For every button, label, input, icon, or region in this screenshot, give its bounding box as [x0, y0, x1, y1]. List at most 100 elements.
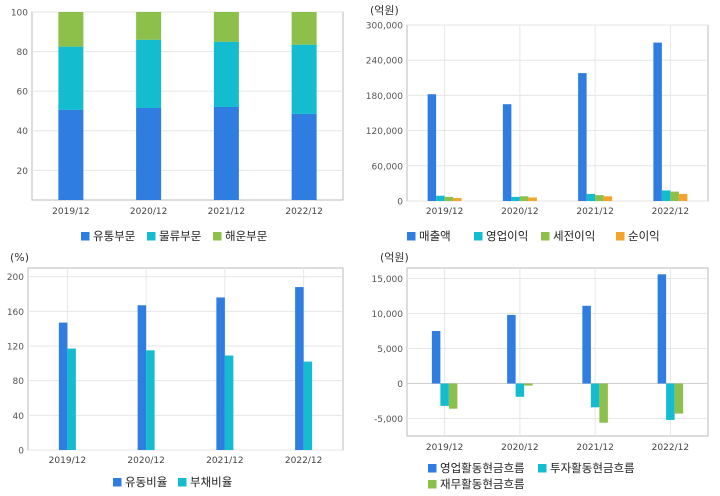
chart-1-bar-유통부문 — [136, 107, 162, 200]
chart-3-xtick-label: 2020/12 — [127, 456, 164, 466]
chart-4-xtick-label: 2021/12 — [576, 443, 613, 453]
chart-2-unit-label: (억원) — [370, 4, 399, 17]
chart-2-xtick-label: 2020/12 — [501, 207, 538, 217]
chart-2-legend-swatch — [541, 232, 550, 241]
chart-2-bar-영업이익 — [436, 195, 445, 201]
chart-4-ytick-label: -5,000 — [374, 415, 403, 425]
chart-2-legend-swatch — [616, 232, 625, 241]
chart-2-xtick-label: 2019/12 — [426, 207, 463, 217]
chart-3-xtick-label: 2021/12 — [206, 456, 243, 466]
chart-4-legend-label: 투자활동현금흐름 — [550, 461, 635, 475]
chart-4-xtick-label: 2019/12 — [426, 443, 463, 453]
chart-2-bar-순이익 — [453, 198, 462, 201]
chart-2: (억원) 0 60,000 120,000 180,000 240,000 300,000… — [366, 4, 709, 243]
chart-1-ytick-label: 80 — [17, 48, 29, 58]
chart-2-bar-세전이익 — [595, 195, 604, 201]
chart-2-bar-영업이익 — [511, 196, 520, 201]
chart-1-ytick-label: 60 — [17, 88, 29, 98]
chart-2-legend-swatch — [474, 232, 483, 241]
chart-3-bar-유동비율 — [216, 297, 225, 450]
chart-2-bar-세전이익 — [444, 196, 454, 201]
chart-2-ytick-label: 300,000 — [366, 22, 403, 32]
chart-2-bar-매출액 — [502, 104, 512, 201]
chart-3-ytick-label: 0 — [18, 447, 24, 457]
chart-2-legend-label: 순이익 — [628, 229, 660, 243]
chart-3-legend-swatch — [178, 478, 187, 487]
chart-3-ytick-label: 160 — [7, 308, 24, 318]
chart-1-xtick-label: 2021/12 — [208, 207, 245, 217]
chart-2-legend-label: 세전이익 — [553, 229, 595, 243]
chart-1-legend-swatch — [147, 232, 156, 241]
chart-2-bar-매출액 — [653, 42, 662, 201]
chart-3-plot: 0 40 80 120 160 200 2019/12 2020/12 2021/12 2022/… — [7, 267, 344, 466]
chart-4-bar-영업활동현금흐름 — [431, 331, 441, 384]
chart-4-legend-label: 영업활동현금흐름 — [440, 461, 525, 475]
chart-1-ytick-label: 20 — [17, 167, 29, 177]
chart-3-bar-유동비율 — [58, 322, 68, 450]
chart-3-bar-부채비율 — [146, 350, 155, 450]
chart-3-bar-유동비율 — [137, 305, 147, 450]
chart-4-bar-영업활동현금흐름 — [507, 314, 516, 384]
chart-4-xtick-label: 2020/12 — [501, 443, 538, 453]
chart-4-bar-영업활동현금흐름 — [582, 305, 591, 384]
chart-2-legend: 매출액 영업이익 세전이익 순이익 — [407, 229, 660, 243]
chart-4-ytick-label: 10,000 — [372, 310, 404, 320]
chart-4: (억원) -5,000 0 5,000 10,000 15,000 2019/12 2020… — [372, 251, 709, 491]
chart-3-bar-유동비율 — [295, 287, 304, 450]
chart-3-legend-label: 부채비율 — [190, 475, 232, 489]
chart-1-bar-유통부문 — [213, 106, 239, 200]
chart-4-bar-투자활동현금흐름 — [440, 383, 449, 406]
chart-1-bar-유통부문 — [58, 109, 84, 200]
chart-1-bar-유통부문 — [291, 113, 317, 200]
chart-2-bar-매출액 — [427, 94, 437, 201]
chart-4-bar-재무활동현금흐름 — [524, 383, 533, 386]
chart-3-bar-부채비율 — [224, 355, 234, 450]
chart-1-legend: 유통부문 물류부문 해운부문 — [81, 229, 267, 243]
chart-4-bar-재무활동현금흐름 — [599, 383, 608, 423]
chart-3-legend-label: 유동비율 — [125, 475, 167, 489]
chart-4-legend-swatch — [538, 464, 547, 473]
chart-3-ytick-label: 40 — [13, 412, 25, 422]
chart-2-legend-swatch — [407, 232, 416, 241]
chart-2-ytick-label: 60,000 — [372, 162, 404, 172]
chart-4-ytick-label: 0 — [397, 380, 403, 390]
chart-2-xtick-label: 2021/12 — [576, 207, 613, 217]
chart-3-unit-label: (%) — [10, 251, 29, 264]
chart-2-legend-label: 매출액 — [419, 229, 451, 243]
chart-1-xtick-label: 2020/12 — [130, 207, 167, 217]
chart-2-bar-순이익 — [603, 196, 613, 201]
chart-3-ytick-label: 120 — [7, 343, 24, 353]
chart-2-bar-매출액 — [578, 73, 587, 201]
chart-3-xtick-label: 2019/12 — [49, 456, 86, 466]
chart-3-plot-frame — [27, 267, 344, 451]
chart-3-bar-부채비율 — [67, 348, 76, 450]
chart-2-plot-frame — [406, 24, 709, 202]
chart-2-legend-label: 영업이익 — [486, 229, 528, 243]
chart-2-ytick-label: 180,000 — [366, 92, 403, 102]
chart-3-bar-부채비율 — [303, 361, 313, 450]
chart-3-legend-swatch — [113, 478, 122, 487]
chart-2-ytick-label: 240,000 — [366, 57, 403, 67]
chart-1-legend-label: 유통부문 — [93, 229, 135, 243]
chart-4-bar-투자활동현금흐름 — [515, 383, 525, 397]
chart-1-legend-label: 해운부문 — [225, 229, 267, 243]
chart-2-ytick-label: 120,000 — [366, 127, 403, 137]
chart-4-ytick-label: 5,000 — [377, 345, 403, 355]
chart-3-ytick-label: 200 — [7, 273, 24, 283]
chart-2-plot: 0 60,000 120,000 180,000 240,000 300,000 2019/… — [366, 22, 709, 217]
chart-2-bar-영업이익 — [661, 190, 671, 201]
chart-1-xtick-label: 2022/12 — [285, 207, 322, 217]
chart-4-bar-투자활동현금흐름 — [590, 383, 600, 408]
chart-1-legend-swatch — [213, 232, 222, 241]
chart-1-legend-label: 물류부문 — [159, 229, 201, 243]
chart-4-bar-투자활동현금흐름 — [666, 383, 675, 420]
chart-4-legend-swatch — [428, 464, 437, 473]
chart-1-bar-물류부문 — [58, 46, 84, 110]
chart-4-ytick-label: 15,000 — [372, 275, 404, 285]
chart-4-bar-재무활동현금흐름 — [448, 383, 458, 409]
chart-4-xtick-label: 2022/12 — [652, 443, 689, 453]
chart-3-legend: 유동비율 부채비율 — [113, 475, 232, 489]
chart-1-plot: 20 40 60 80 100 2019/12 2020/12 2021/12 2022/12 — [11, 9, 344, 217]
